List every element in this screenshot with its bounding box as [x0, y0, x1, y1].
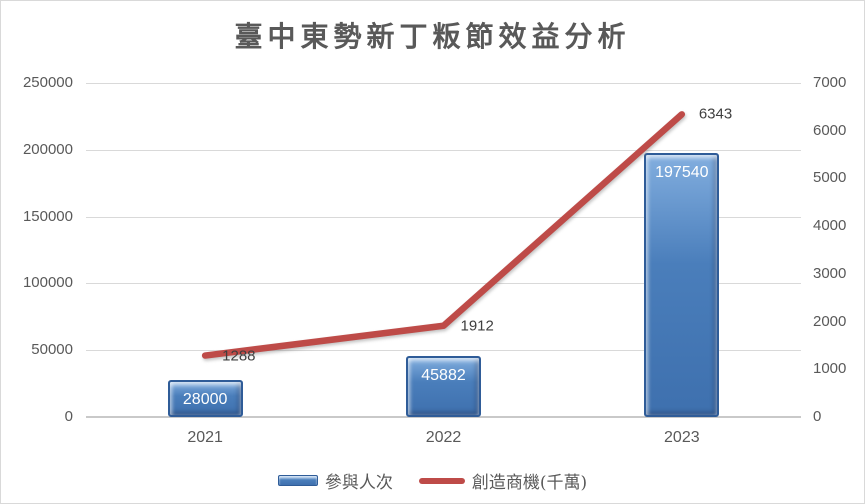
right-axis-tick: 3000: [813, 264, 847, 282]
gridline: [86, 283, 801, 285]
x-axis-line: [86, 416, 801, 418]
left-axis-tick: 250000: [22, 74, 73, 91]
bar-2022: 45882: [406, 355, 481, 417]
gridline: [86, 149, 801, 151]
plot-area: 28000 45882 197540: [86, 83, 801, 418]
bar-2023: 197540: [644, 153, 720, 417]
left-axis-tick: 150000: [22, 207, 73, 225]
left-axis-tick: 200000: [22, 140, 73, 158]
left-axis-tick: 50000: [31, 341, 73, 359]
legend-bar-swatch: [277, 475, 318, 486]
right-axis-tick: 6000: [813, 121, 847, 139]
gridline: [86, 83, 801, 84]
legend-item-participants: 參與人次: [277, 468, 393, 493]
right-axis-tick: 0: [813, 408, 822, 425]
bar-value-label: 45882: [421, 366, 466, 384]
left-axis-tick: 100000: [22, 274, 73, 292]
legend: 參與人次 創造商機(千萬): [1, 468, 864, 493]
right-axis-tick: 2000: [813, 312, 847, 330]
legend-item-revenue: 創造商機(千萬): [418, 468, 588, 493]
legend-label-participants: 參與人次: [324, 473, 393, 493]
legend-line-swatch: [418, 477, 465, 484]
line-path: [201, 111, 686, 359]
bar-value-label: 197540: [655, 164, 709, 182]
line-value-label: 1912: [460, 317, 494, 335]
gridline: [86, 350, 801, 352]
category-label-2023: 2023: [664, 429, 700, 446]
chart-title: 臺中東勢新丁粄節效益分析: [234, 20, 631, 53]
category-label-2022: 2022: [425, 429, 462, 446]
right-axis-tick: 1000: [813, 360, 847, 378]
bar-value-label: 28000: [182, 390, 228, 408]
right-axis-tick: 5000: [813, 169, 847, 187]
line-value-label: 6343: [698, 105, 733, 123]
line-value-label: 1288: [222, 347, 256, 365]
left-axis-tick: 0: [64, 408, 73, 425]
category-label-2021: 2021: [187, 429, 223, 446]
line-series: [201, 111, 686, 359]
legend-label-revenue: 創造商機(千萬): [471, 473, 588, 493]
right-axis-tick: 4000: [813, 217, 847, 235]
bar-2021: 28000: [167, 379, 243, 417]
right-axis-tick: 7000: [813, 74, 847, 91]
gridline: [86, 216, 801, 218]
